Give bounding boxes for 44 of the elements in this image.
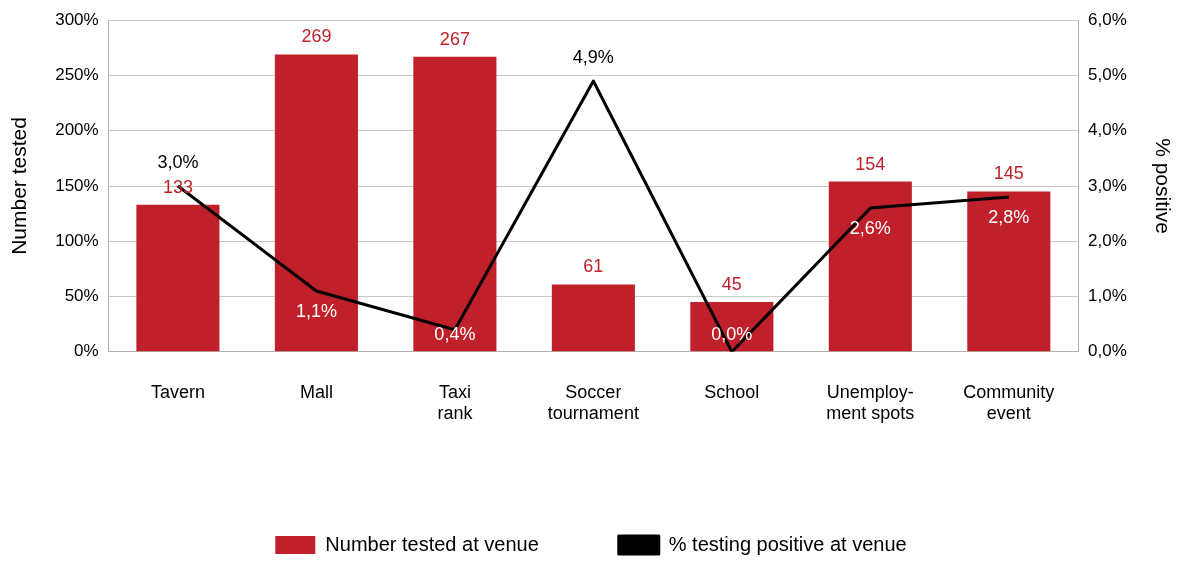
data-label: 2,6% bbox=[849, 218, 891, 239]
legend-label: % testing positive at venue bbox=[668, 532, 907, 555]
y-tick-label: 50% bbox=[64, 286, 99, 306]
legend-label: Number tested at venue bbox=[325, 532, 539, 555]
y-tick-label: 0% bbox=[74, 341, 99, 361]
x-tick-label: Mall bbox=[299, 381, 333, 402]
data-label: 145 bbox=[993, 163, 1024, 184]
y2-tick-label: 2,0% bbox=[1088, 230, 1127, 250]
data-label: 3,0% bbox=[157, 151, 199, 172]
data-label: 154 bbox=[855, 153, 886, 174]
y-tick-label: 150% bbox=[55, 175, 99, 195]
y2-tick-label: 1,0% bbox=[1088, 286, 1127, 306]
data-label: 269 bbox=[301, 26, 332, 47]
x-tick-label: Tavern bbox=[150, 381, 205, 402]
bar bbox=[413, 56, 497, 352]
bar bbox=[136, 204, 220, 352]
y2-tick-label: 0,0% bbox=[1088, 341, 1127, 361]
bar bbox=[551, 284, 635, 352]
y2-tick-label: 5,0% bbox=[1088, 65, 1127, 85]
data-label: 267 bbox=[439, 28, 470, 49]
bar bbox=[828, 181, 912, 352]
y-tick-label: 300% bbox=[55, 9, 99, 29]
y2-axis-title: % positive bbox=[1151, 138, 1175, 234]
data-label: 133 bbox=[162, 176, 193, 197]
y-axis-title: Number tested bbox=[7, 117, 31, 255]
data-label: 0,4% bbox=[434, 323, 476, 344]
data-label: 2,8% bbox=[988, 207, 1030, 228]
y-tick-label: 100% bbox=[55, 230, 99, 250]
data-label: 4,9% bbox=[572, 46, 614, 67]
y2-tick-label: 4,0% bbox=[1088, 120, 1127, 140]
y2-tick-label: 3,0% bbox=[1088, 175, 1127, 195]
y-tick-label: 250% bbox=[55, 65, 99, 85]
data-label: 45 bbox=[721, 274, 742, 295]
x-tick-label: School bbox=[704, 381, 760, 402]
y-tick-label: 200% bbox=[55, 120, 99, 140]
bar bbox=[274, 54, 358, 352]
x-tick-label: Unemploy- ment spots bbox=[826, 381, 915, 424]
data-label: 1,1% bbox=[295, 300, 337, 321]
x-tick-label: Soccer tournament bbox=[547, 381, 639, 424]
x-tick-label: Community event bbox=[963, 381, 1055, 424]
x-tick-label: Taxi rank bbox=[437, 381, 474, 424]
data-label: 61 bbox=[583, 256, 604, 277]
y2-tick-label: 6,0% bbox=[1088, 9, 1127, 29]
bar bbox=[967, 191, 1051, 352]
